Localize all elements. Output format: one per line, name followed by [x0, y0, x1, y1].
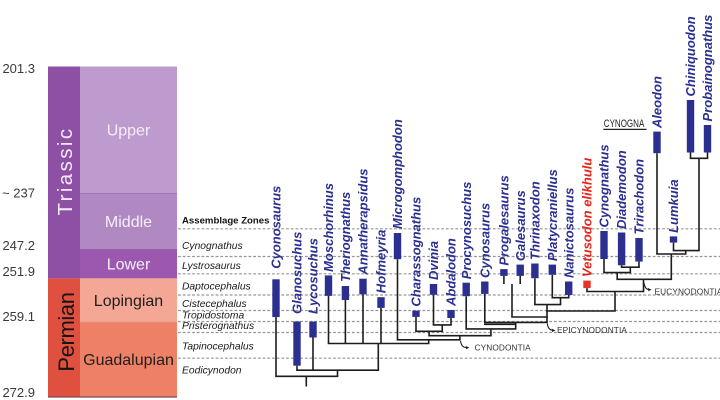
svg-text:Cynognathus: Cynognathus: [182, 241, 243, 252]
svg-text:Tapinocephalus: Tapinocephalus: [182, 342, 254, 353]
svg-text:Upper: Upper: [107, 123, 151, 140]
svg-text:Cynosaurus: Cynosaurus: [477, 203, 492, 278]
svg-text:Galesaurus: Galesaurus: [513, 190, 528, 261]
svg-text:Permian: Permian: [54, 292, 79, 371]
svg-text:Eodicynodon: Eodicynodon: [182, 366, 242, 377]
svg-text:Charassognathus: Charassognathus: [409, 197, 424, 307]
svg-text:247.2: 247.2: [2, 238, 35, 253]
svg-text:EPICYNODONTIA: EPICYNODONTIA: [557, 325, 627, 335]
svg-text:Annatherapsidus: Annatherapsidus: [356, 169, 371, 276]
svg-text:Lycosuchus: Lycosuchus: [306, 238, 321, 314]
svg-text:Trirachodon: Trirachodon: [632, 159, 647, 235]
svg-text:Daptocephalus: Daptocephalus: [182, 282, 251, 293]
svg-text:Lystrosaurus: Lystrosaurus: [182, 261, 241, 272]
svg-text:Procynosuchus: Procynosuchus: [459, 182, 474, 280]
svg-text:Progalesaurus: Progalesaurus: [497, 175, 512, 265]
svg-text:Triassic: Triassic: [54, 126, 77, 215]
svg-text:Dvinia: Dvinia: [426, 241, 441, 280]
svg-text:Lower: Lower: [107, 257, 151, 274]
svg-text:Probainognathus: Probainognathus: [700, 15, 715, 122]
svg-text:Assemblage Zones: Assemblage Zones: [182, 216, 269, 227]
svg-text:Glanosuchus: Glanosuchus: [290, 232, 305, 314]
svg-text:Middle: Middle: [105, 214, 152, 231]
svg-text:~ 237: ~ 237: [2, 185, 35, 200]
svg-text:201.3: 201.3: [2, 61, 35, 76]
svg-text:Cyonosaurus: Cyonosaurus: [269, 186, 284, 269]
svg-text:CYNOGNA: CYNOGNA: [604, 118, 645, 130]
svg-text:Tropidostoma: Tropidostoma: [182, 311, 244, 322]
svg-text:Guadalupian: Guadalupian: [83, 352, 174, 369]
svg-text:EUCYNODONTIA: EUCYNODONTIA: [655, 287, 720, 297]
svg-text:Microgomphodon: Microgomphodon: [390, 119, 405, 229]
svg-text:Platycraniellus: Platycraniellus: [545, 169, 560, 261]
svg-text:Hofmeyria: Hofmeyria: [374, 230, 389, 294]
svg-text:Cynognathus: Cynognathus: [597, 144, 612, 227]
svg-text:272.9: 272.9: [2, 385, 35, 400]
svg-text:Pristerognathus: Pristerognathus: [182, 321, 254, 332]
svg-text:Theriognathus: Theriognathus: [338, 192, 353, 282]
svg-text:259.1: 259.1: [2, 309, 35, 324]
svg-text:Diademodon: Diademodon: [614, 150, 629, 229]
svg-text:Lumkuia: Lumkuia: [666, 179, 681, 232]
svg-text:Nanictosaurus: Nanictosaurus: [561, 188, 576, 278]
svg-text:Aleodon: Aleodon: [650, 76, 665, 129]
svg-text:Chiniquodon: Chiniquodon: [683, 16, 698, 96]
svg-text:Thrinaxodon: Thrinaxodon: [528, 181, 543, 260]
svg-text:Lopingian: Lopingian: [94, 293, 163, 310]
svg-text:Vetusodon elikhulu: Vetusodon elikhulu: [580, 158, 595, 277]
svg-text:CYNODONTIA: CYNODONTIA: [475, 342, 532, 352]
svg-text:Moschorhinus: Moschorhinus: [321, 183, 336, 272]
svg-text:251.9: 251.9: [2, 264, 35, 279]
svg-text:Abdalodon: Abdalodon: [444, 238, 459, 307]
svg-text:Cistecephalus: Cistecephalus: [182, 299, 247, 310]
